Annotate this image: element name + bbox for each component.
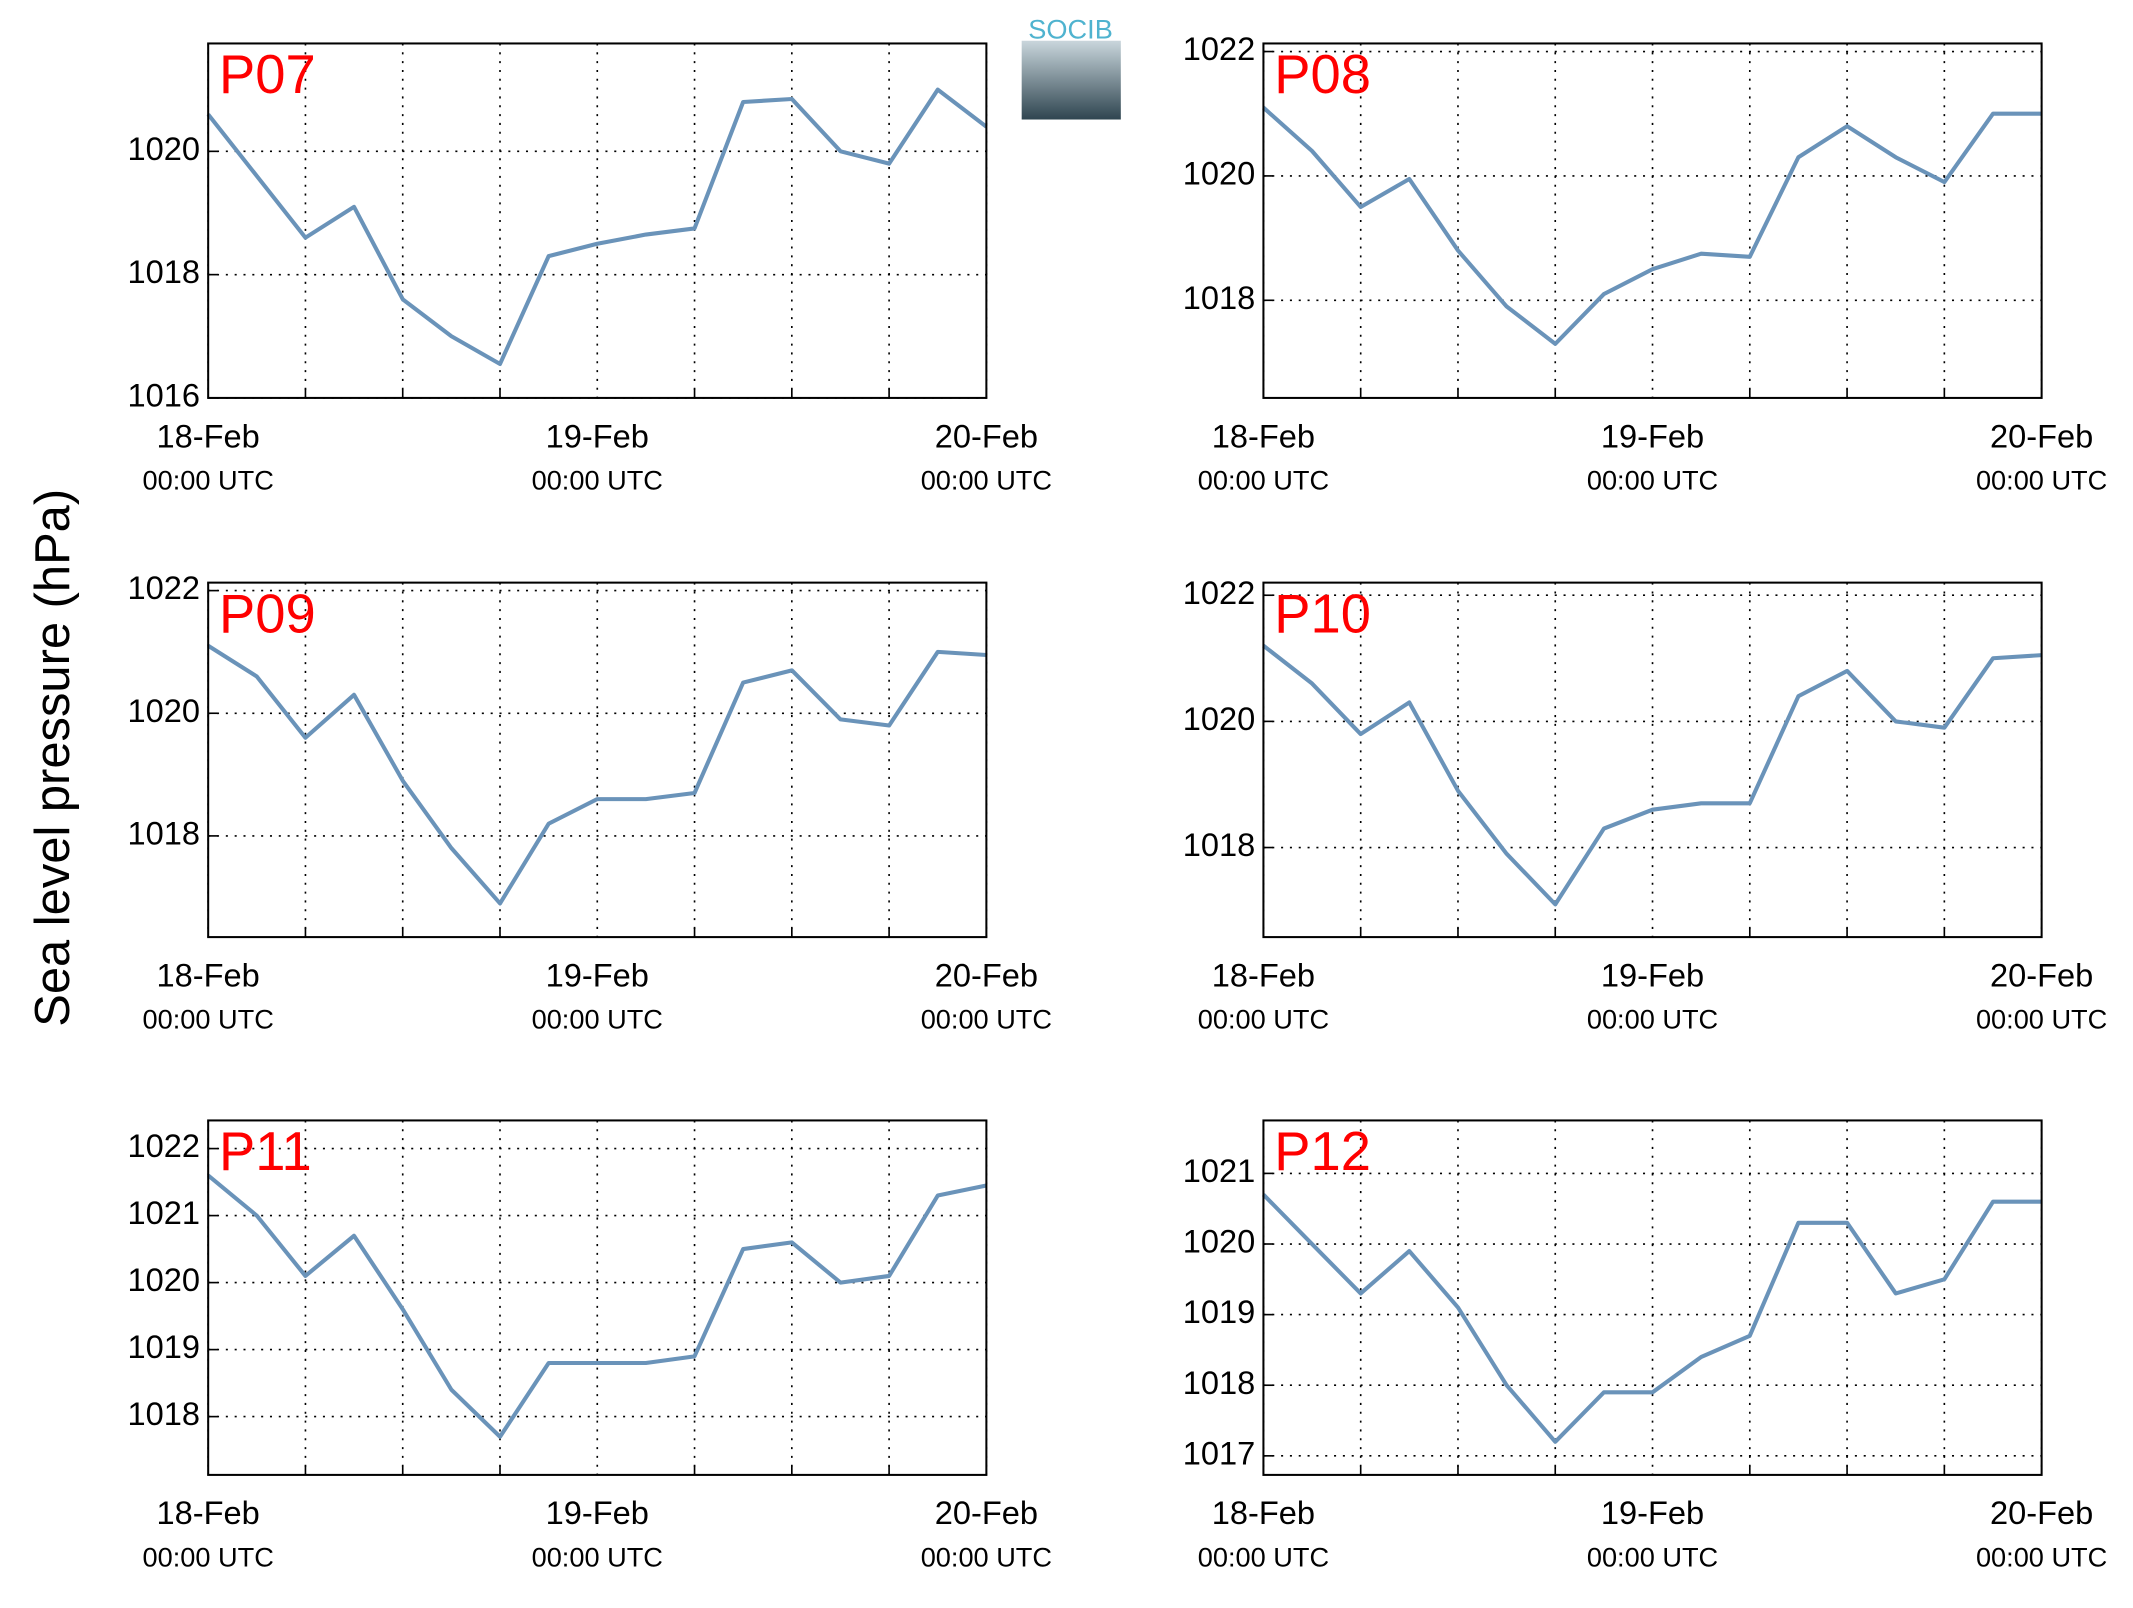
panel-title: P12: [1274, 1121, 1371, 1182]
y-tick-label: 1020: [128, 692, 200, 729]
x-tick-sublabel: 00:00 UTC: [1198, 1003, 1329, 1034]
y-axis-label: Sea level pressure (hPa): [26, 489, 80, 1027]
x-tick-label: 19-Feb: [1601, 417, 1704, 454]
x-tick-label: 18-Feb: [1212, 417, 1315, 454]
axes-frame: [1262, 581, 2043, 939]
x-tick-label: 20-Feb: [1990, 417, 2093, 454]
x-tick-sublabel: 00:00 UTC: [1198, 1541, 1329, 1572]
x-tick-sublabel: 00:00 UTC: [921, 1003, 1052, 1034]
x-tick-sublabel: 00:00 UTC: [143, 464, 274, 495]
y-tick-label: 1016: [128, 377, 200, 414]
x-tick-label: 19-Feb: [1601, 1494, 1704, 1531]
y-tick-label: 1019: [1183, 1293, 1255, 1330]
x-tick-sublabel: 00:00 UTC: [1976, 464, 2107, 495]
y-tick-label: 1018: [128, 815, 200, 852]
x-tick-label: 20-Feb: [935, 417, 1038, 454]
axes-frame: [207, 581, 988, 939]
y-tick-label: 1018: [1183, 826, 1255, 863]
x-tick-sublabel: 00:00 UTC: [532, 1003, 663, 1034]
y-tick-label: 1020: [1183, 155, 1255, 192]
x-tick-sublabel: 00:00 UTC: [921, 1541, 1052, 1572]
x-tick-label: 19-Feb: [546, 956, 649, 993]
x-tick-label: 20-Feb: [935, 1494, 1038, 1531]
x-tick-label: 18-Feb: [157, 417, 260, 454]
panel-title: P11: [219, 1121, 312, 1182]
y-tick-label: 1022: [1183, 30, 1255, 67]
x-tick-sublabel: 00:00 UTC: [1587, 464, 1718, 495]
y-tick-label: 1021: [1183, 1152, 1255, 1189]
x-tick-label: 19-Feb: [1601, 956, 1704, 993]
data-line: [1261, 1193, 2042, 1444]
logo-box: [1021, 40, 1121, 120]
y-tick-label: 1021: [128, 1194, 200, 1231]
x-tick-label: 18-Feb: [157, 1494, 260, 1531]
axes-frame: [207, 1119, 988, 1476]
panel-title: P07: [219, 44, 316, 105]
data-line: [206, 1173, 987, 1439]
x-tick-label: 19-Feb: [546, 1494, 649, 1531]
logo-text: SOCIB: [1028, 13, 1113, 44]
x-tick-sublabel: 00:00 UTC: [1587, 1003, 1718, 1034]
y-tick-label: 1018: [1183, 279, 1255, 316]
axes-frame: [1262, 1119, 2043, 1476]
x-tick-sublabel: 00:00 UTC: [1976, 1541, 2107, 1572]
x-tick-label: 18-Feb: [1212, 956, 1315, 993]
panel-title: P10: [1274, 583, 1371, 644]
y-tick-label: 1020: [1183, 1223, 1255, 1260]
y-tick-label: 1020: [128, 130, 200, 167]
x-tick-sublabel: 00:00 UTC: [143, 1003, 274, 1034]
y-tick-label: 1017: [1183, 1434, 1255, 1471]
y-tick-label: 1022: [128, 569, 200, 606]
y-tick-label: 1019: [128, 1328, 200, 1365]
x-tick-sublabel: 00:00 UTC: [921, 464, 1052, 495]
data-line: [1262, 644, 2042, 907]
panel-title: P08: [1274, 44, 1371, 105]
x-tick-sublabel: 00:00 UTC: [532, 1541, 663, 1572]
x-tick-sublabel: 00:00 UTC: [1976, 1003, 2107, 1034]
y-tick-label: 1018: [1183, 1364, 1255, 1401]
x-tick-sublabel: 00:00 UTC: [1587, 1541, 1718, 1572]
x-tick-label: 18-Feb: [1212, 1494, 1315, 1531]
x-tick-label: 20-Feb: [1990, 956, 2093, 993]
data-line: [1262, 106, 2042, 346]
x-tick-sublabel: 00:00 UTC: [1198, 464, 1329, 495]
y-tick-label: 1018: [128, 1395, 200, 1432]
x-tick-sublabel: 00:00 UTC: [143, 1541, 274, 1572]
axes-frame: [1262, 42, 2043, 399]
y-tick-label: 1020: [128, 1261, 200, 1298]
y-tick-label: 1022: [1183, 574, 1255, 611]
x-tick-label: 20-Feb: [1990, 1494, 2093, 1531]
data-line: [207, 644, 987, 906]
y-tick-label: 1018: [128, 253, 200, 290]
x-tick-label: 19-Feb: [546, 417, 649, 454]
y-tick-label: 1022: [128, 1127, 200, 1164]
x-tick-label: 18-Feb: [157, 956, 260, 993]
x-tick-label: 20-Feb: [935, 956, 1038, 993]
data-line: [206, 87, 988, 367]
x-tick-sublabel: 00:00 UTC: [532, 464, 663, 495]
y-tick-label: 1020: [1183, 700, 1255, 737]
axes-frame: [207, 42, 988, 399]
panel-title: P09: [219, 583, 316, 644]
